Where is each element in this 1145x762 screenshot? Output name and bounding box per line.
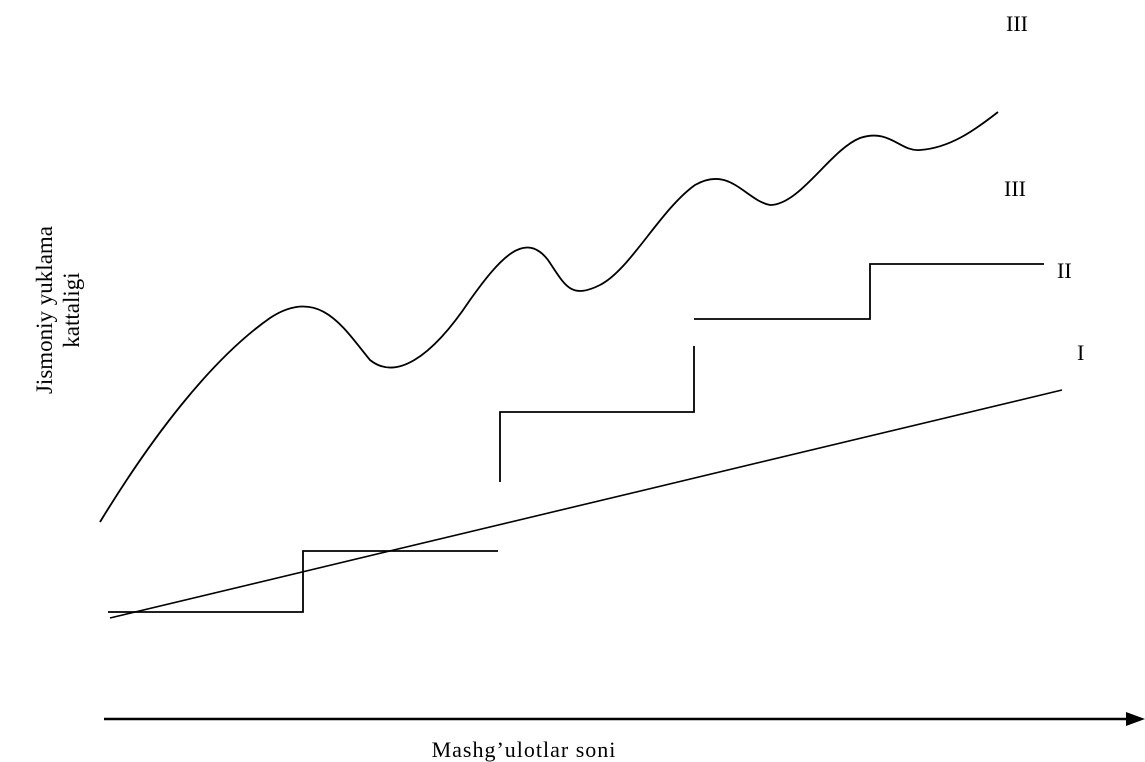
y-axis-label-line-2: kattaligi (59, 272, 84, 347)
x-axis-arrowhead (1126, 712, 1145, 726)
y-axis-label-line-1: Jismoniy yuklama (32, 226, 57, 394)
label-iii-wave: III (1004, 176, 1026, 201)
curve-iii-wave (99, 111, 999, 523)
label-iii-top: III (1006, 11, 1028, 36)
curve-i-line (109, 389, 1063, 619)
curve-ii-steps (108, 263, 1044, 613)
label-i: I (1077, 340, 1084, 365)
x-axis-label: Mashg’ulotlar soni (432, 737, 617, 762)
y-axis-label: Jismoniy yuklama kattaligi (32, 226, 84, 394)
label-ii: II (1057, 258, 1072, 283)
